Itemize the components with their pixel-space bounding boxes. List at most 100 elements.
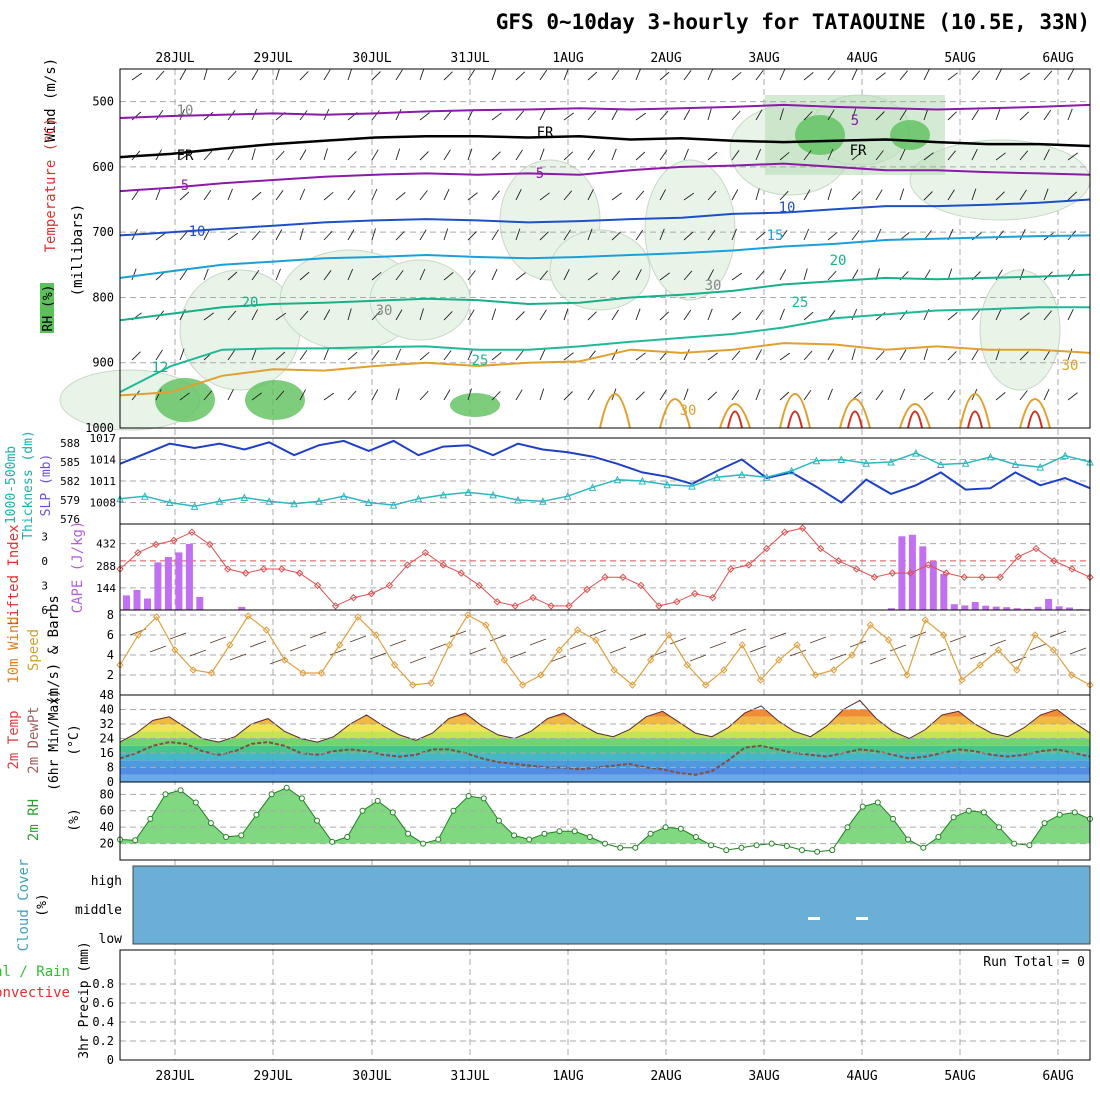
temp-color-band: [120, 760, 1090, 768]
wind-barb-10m: [909, 631, 927, 639]
wind-barb-10m: [509, 651, 527, 659]
wind-barb: [1067, 348, 1073, 361]
rh-point: [571, 828, 578, 835]
wind-barb-10m: [369, 652, 387, 660]
rh-point: [738, 844, 745, 851]
wind-barb: [539, 309, 547, 321]
temp2m-axis-label: 2m Temp: [6, 710, 22, 769]
wind-speed-point: [482, 621, 490, 629]
wind-barb: [419, 351, 430, 361]
wind-barb: [371, 271, 382, 281]
precip-axis-label: 3hr Precip (mm): [77, 941, 92, 1058]
wind-barb: [923, 152, 934, 161]
lifted-point: [637, 581, 645, 590]
wind10-axis-label: 10m Wind: [6, 616, 22, 683]
wind-speed-point: [683, 661, 692, 669]
wind-barb: [1043, 310, 1052, 321]
wind-barb: [659, 189, 666, 201]
wind-speed-line: [119, 614, 1091, 686]
lifted-axis-label: Lifted Index: [6, 524, 22, 625]
thickness-point: [165, 498, 174, 507]
lifted-point: [1050, 557, 1058, 565]
thickness-point: [812, 456, 821, 465]
wind-barb: [491, 391, 501, 401]
rh-point: [662, 824, 669, 831]
contour-label: 25: [472, 353, 489, 369]
wind-barb: [347, 351, 358, 361]
wind-speed-point: [775, 656, 783, 664]
wind-barb: [1043, 149, 1050, 161]
wind-speed-point: [134, 631, 143, 639]
wind-barb: [587, 389, 595, 401]
wind-barb: [323, 270, 332, 281]
wind-barb: [899, 109, 907, 121]
wind-barb: [563, 151, 574, 161]
rh-shading: [549, 229, 651, 311]
wind-barb-10m: [329, 648, 347, 656]
wind-speed-point: [921, 616, 929, 624]
slp-line: [119, 439, 1091, 504]
lifted-point: [619, 573, 627, 581]
cape-bar: [940, 573, 948, 610]
lifted-point: [1086, 573, 1094, 581]
isotherm-line: [119, 306, 1090, 393]
thickness-point: [986, 452, 995, 461]
wind-barb-10m: [349, 635, 367, 643]
rh-axis-label: RH (%): [41, 285, 56, 332]
bottom-date-label: 3AUG: [748, 1069, 779, 1084]
wind-barb: [179, 152, 191, 161]
wind-barb: [755, 270, 765, 281]
hot-contour-loop: [727, 410, 743, 429]
wind-barb: [227, 149, 235, 161]
wind-barb: [731, 389, 740, 401]
warm-contour-loop: [599, 393, 631, 429]
thickness-point: [414, 494, 423, 503]
speed-axis-label: Speed: [26, 629, 42, 671]
wind-barb: [347, 190, 356, 201]
wind-barb: [683, 70, 692, 81]
rh2m-axis-label: 2m RH: [26, 799, 42, 841]
wind-barb: [707, 108, 712, 121]
wind-barb: [779, 391, 790, 401]
lifted-point: [816, 544, 825, 553]
rh-point: [192, 799, 199, 806]
wind-barb: [1067, 191, 1078, 201]
lifted-point: [511, 602, 519, 610]
slp-tick-label: 1017: [90, 432, 117, 445]
wind-barb: [251, 348, 257, 361]
wind-barb: [179, 69, 187, 81]
rh-point: [602, 840, 608, 847]
temp-tick-label: 24: [100, 732, 114, 746]
wind-speed-point: [592, 636, 600, 644]
wind-speed-point: [884, 636, 893, 644]
wind-barb: [755, 109, 763, 121]
wind-barb: [251, 392, 262, 401]
wind-barb: [803, 150, 812, 161]
thickness-point: [340, 492, 348, 500]
wind-barb: [443, 110, 452, 121]
wind-barb: [611, 148, 617, 161]
wind-barb: [899, 148, 906, 161]
wind-barb: [491, 112, 502, 121]
lifted-point: [870, 573, 879, 581]
cape-axis-label: CAPE (J/kg): [70, 521, 86, 614]
wind-barb: [419, 268, 426, 281]
rh-point: [268, 791, 275, 798]
wind-barb: [1043, 109, 1052, 121]
rh-core: [245, 380, 305, 420]
wind-barb-10m: [1069, 647, 1087, 655]
wind-speed-point: [994, 646, 1003, 654]
wind-barb-10m: [729, 628, 747, 636]
rh-point: [283, 784, 290, 791]
cape-tick-label: 144: [96, 582, 116, 595]
wind-barb: [515, 71, 526, 81]
wind-barb: [995, 152, 1006, 161]
lifted-point: [547, 602, 555, 610]
rh-point: [162, 791, 169, 798]
wind-barb: [539, 69, 548, 81]
wind-barb-10m: [629, 633, 647, 641]
wind-barb: [443, 71, 453, 81]
cape-bar: [238, 606, 246, 610]
hot-contour-loop: [967, 410, 983, 429]
wind-barb: [923, 348, 928, 361]
